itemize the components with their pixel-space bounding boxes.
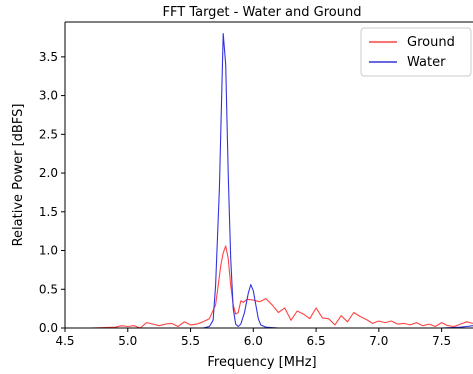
y-axis-label: Relative Power [dBFS]	[11, 104, 26, 247]
legend: Ground Water	[360, 27, 472, 77]
series-line-ground	[65, 245, 473, 329]
chart-title: FFT Target - Water and Ground	[163, 5, 362, 20]
legend-label-water: Water	[407, 55, 446, 70]
y-axis-ticks: 0.0 0.5 1.0 1.5 2.0 2.5 3.0 3.5	[39, 50, 65, 335]
x-tick-label: 6.5	[307, 334, 326, 348]
y-tick-label: 0.0	[39, 321, 58, 335]
y-tick-label: 3.5	[39, 50, 58, 64]
x-axis-ticks: 4.5 5.0 5.5 6.0 6.5 7.0 7.5	[55, 328, 451, 348]
x-tick-label: 5.5	[181, 334, 200, 348]
x-tick-label: 7.5	[432, 334, 451, 348]
y-tick-label: 2.5	[39, 127, 58, 141]
y-tick-label: 3.0	[39, 89, 58, 103]
y-tick-label: 0.5	[39, 282, 58, 296]
x-tick-label: 4.5	[55, 334, 74, 348]
y-tick-label: 2.0	[39, 166, 58, 180]
y-tick-label: 1.5	[39, 205, 58, 219]
x-tick-label: 7.0	[369, 334, 388, 348]
legend-label-ground: Ground	[407, 35, 455, 50]
legend-box	[360, 27, 472, 77]
x-tick-label: 6.0	[244, 334, 263, 348]
x-axis-label: Frequency [MHz]	[207, 355, 316, 370]
x-tick-label: 5.0	[118, 334, 137, 348]
y-tick-label: 1.0	[39, 244, 58, 258]
